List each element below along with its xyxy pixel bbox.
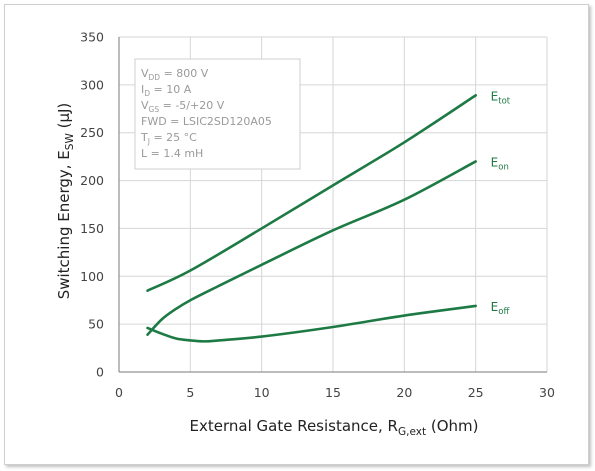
- y-tick-label-50: 50: [88, 317, 104, 332]
- x-tick-label-0: 0: [115, 385, 123, 400]
- y-tick-label-350: 350: [80, 30, 104, 45]
- x-tick-label-20: 20: [396, 385, 412, 400]
- condition-line-3: FWD = LSIC2SD120A05: [141, 115, 272, 128]
- condition-line-2: VGS = -5/+20 V: [141, 99, 225, 114]
- series-label-off: Eoff: [491, 300, 511, 317]
- y-tick-label-150: 150: [80, 221, 104, 236]
- series-lines: Etot Eon Eoff: [146, 89, 511, 343]
- series-line-off: [146, 304, 477, 343]
- condition-line-1: ID = 10 A: [141, 83, 192, 98]
- x-tick-label-15: 15: [325, 385, 341, 400]
- y-axis-label: Switching Energy, ESW (µJ): [55, 103, 76, 300]
- series-line-on: [146, 160, 477, 336]
- x-tick-label-10: 10: [254, 385, 270, 400]
- y-tick-label-0: 0: [96, 365, 104, 380]
- condition-line-4: TJ = 25 °C: [140, 131, 197, 146]
- y-tick-label-250: 250: [80, 125, 104, 140]
- series-line-tot: [146, 94, 477, 292]
- x-tick-label-5: 5: [186, 385, 194, 400]
- condition-line-5: L = 1.4 mH: [141, 147, 203, 160]
- series-label-on: Eon: [491, 155, 509, 172]
- x-axis-label: External Gate Resistance, RG,ext (Ohm): [190, 417, 479, 438]
- y-tick-label-100: 100: [80, 269, 104, 284]
- chart-card: Etot Eon Eoff 0 5 10 15 20 25 30 0 50 100 150 200 250 3…: [4, 4, 589, 465]
- x-tick-label-25: 25: [468, 385, 484, 400]
- series-label-tot: Etot: [491, 89, 511, 106]
- y-tick-label-200: 200: [80, 173, 104, 188]
- condition-line-0: VDD = 800 V: [141, 67, 209, 82]
- y-tick-label-300: 300: [80, 77, 104, 92]
- conditions-box-frame: [134, 58, 301, 170]
- x-tick-label-30: 30: [539, 385, 555, 400]
